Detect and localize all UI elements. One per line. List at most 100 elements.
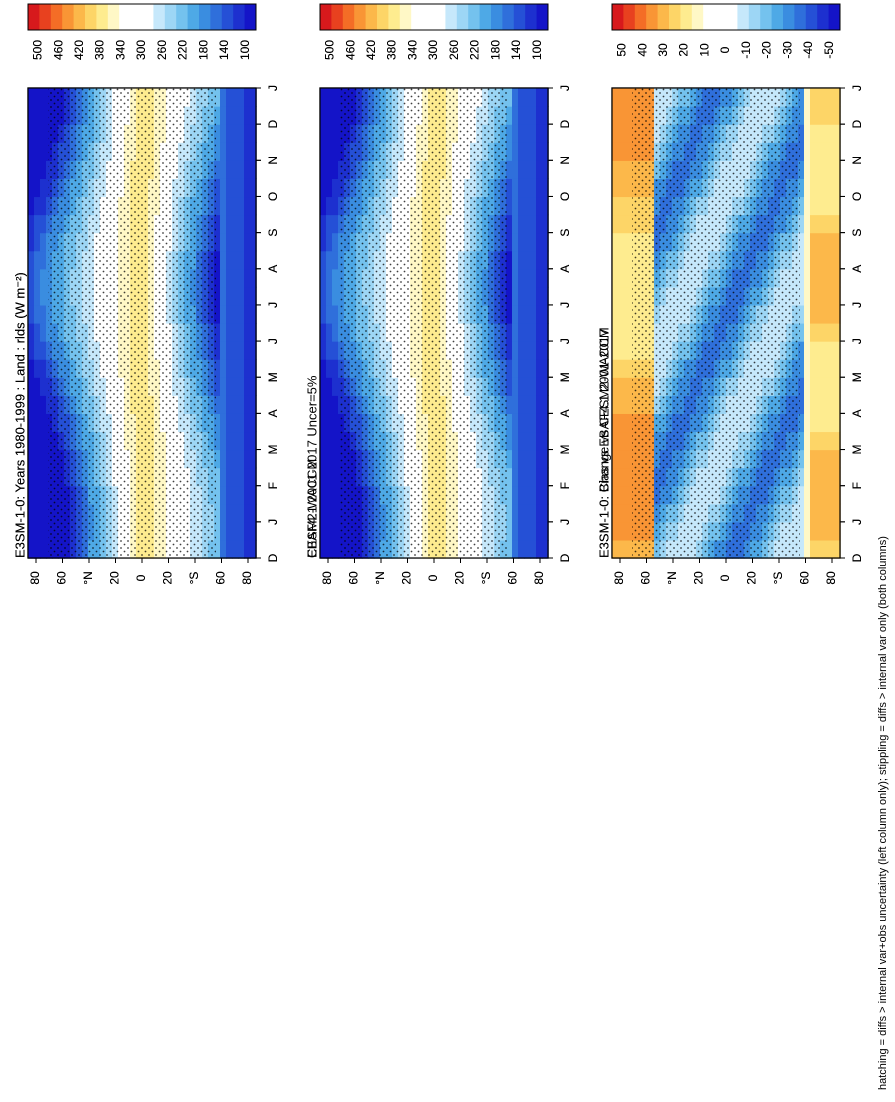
heat-cell <box>244 88 251 107</box>
heat-cell <box>250 232 257 252</box>
heat-cell <box>28 88 35 107</box>
heat-cell <box>220 286 227 306</box>
heat-cell <box>232 214 239 234</box>
heat-cell <box>34 395 41 414</box>
heat-cell <box>512 88 519 107</box>
heat-cell <box>40 413 47 433</box>
x-tick-label: A <box>266 409 280 417</box>
x-tick-label: M <box>266 445 280 455</box>
heat-cell <box>518 232 525 252</box>
x-tick-label: S <box>266 229 280 237</box>
heat-cell <box>34 521 41 541</box>
heat-cell <box>214 341 221 360</box>
heat-cell <box>40 124 47 143</box>
heat-cell <box>250 124 257 143</box>
colorbar-label: 500 <box>323 40 337 60</box>
heat-cell <box>512 413 519 433</box>
heat-cell <box>332 124 339 143</box>
heat-cell <box>530 142 537 161</box>
x-tick-label: M <box>266 372 280 382</box>
heat-cell <box>220 395 227 414</box>
heat-cell <box>34 503 41 523</box>
colorbar-swatch <box>73 4 86 30</box>
x-tick-label: F <box>266 482 280 489</box>
colorbar-label: 460 <box>343 40 357 60</box>
heat-cell <box>320 503 327 523</box>
colorbar-swatch <box>50 4 63 30</box>
heat-cell <box>40 521 47 541</box>
heat-cell <box>512 503 519 523</box>
y-tick-label: 80 <box>320 571 334 585</box>
heat-cell <box>34 214 41 234</box>
heat-cell <box>536 214 543 234</box>
heat-cell <box>542 485 549 505</box>
heat-cell <box>34 178 41 198</box>
heat-cell <box>28 232 35 252</box>
x-tick-label: J <box>266 85 280 91</box>
x-tick-label: S <box>558 229 572 237</box>
heat-cell <box>244 178 251 198</box>
heat-cell <box>238 88 245 107</box>
heat-cell <box>524 521 531 541</box>
y-tick-label: 80 <box>240 571 254 585</box>
colorbar-label: 380 <box>385 40 399 60</box>
heat-cell <box>244 160 251 179</box>
heat-cell <box>326 467 333 487</box>
colorbar-swatch <box>210 4 223 30</box>
x-tick-label: J <box>266 302 280 308</box>
heat-cell <box>326 250 333 270</box>
heat-cell <box>506 485 513 505</box>
colorbar-swatch <box>342 4 355 30</box>
x-tick-label: O <box>558 192 572 201</box>
heat-cell <box>28 377 35 396</box>
y-tick-label: 60 <box>347 571 361 585</box>
heat-cell <box>244 214 251 234</box>
heat-cell <box>518 449 525 469</box>
colorbar-label: 300 <box>426 40 440 60</box>
x-tick-label: J <box>558 519 572 525</box>
stipple-overlay <box>340 88 508 558</box>
heat-cell <box>238 142 245 161</box>
heat-cell <box>40 539 47 559</box>
heat-cell <box>536 539 543 559</box>
heat-cell <box>40 341 47 360</box>
heat-cell <box>512 521 519 541</box>
colorbar-swatch <box>130 4 143 30</box>
heat-cell <box>238 178 245 198</box>
colorbar-label: 180 <box>488 40 502 60</box>
heat-cell <box>332 539 339 559</box>
x-tick-label: A <box>558 265 572 273</box>
heat-cell <box>320 431 327 451</box>
heat-cell <box>250 178 257 198</box>
y-tick-label: 80 <box>532 571 546 585</box>
heat-cell <box>214 160 221 179</box>
heat-cell <box>512 142 519 161</box>
heat-cell <box>214 413 221 433</box>
heat-cell <box>518 160 525 179</box>
colorbar-label: 180 <box>488 40 502 60</box>
heat-cell <box>34 106 41 125</box>
heat-cell <box>28 196 35 216</box>
heat-cell <box>214 359 221 378</box>
heat-cell <box>232 88 239 107</box>
heat-cell <box>28 539 35 559</box>
heat-cell <box>40 377 47 396</box>
heat-cell <box>332 485 339 505</box>
colorbar-label: 460 <box>343 40 357 60</box>
colorbar-label: 300 <box>426 40 440 60</box>
heat-cell <box>238 323 245 342</box>
heat-cell <box>28 268 35 288</box>
y-tick-label: 80 <box>240 571 254 585</box>
x-tick-label: J <box>558 519 572 525</box>
heat-cell <box>326 503 333 523</box>
y-tick-label: 80 <box>320 571 334 585</box>
heat-cell <box>220 413 227 433</box>
heat-cell <box>250 395 257 414</box>
colorbar-label: 380 <box>385 40 399 60</box>
heat-cell <box>238 250 245 270</box>
x-tick-label: J <box>558 302 572 308</box>
heat-cell <box>326 485 333 505</box>
heat-cell <box>512 395 519 414</box>
heat-cell <box>40 214 47 234</box>
heat-cell <box>28 286 35 306</box>
